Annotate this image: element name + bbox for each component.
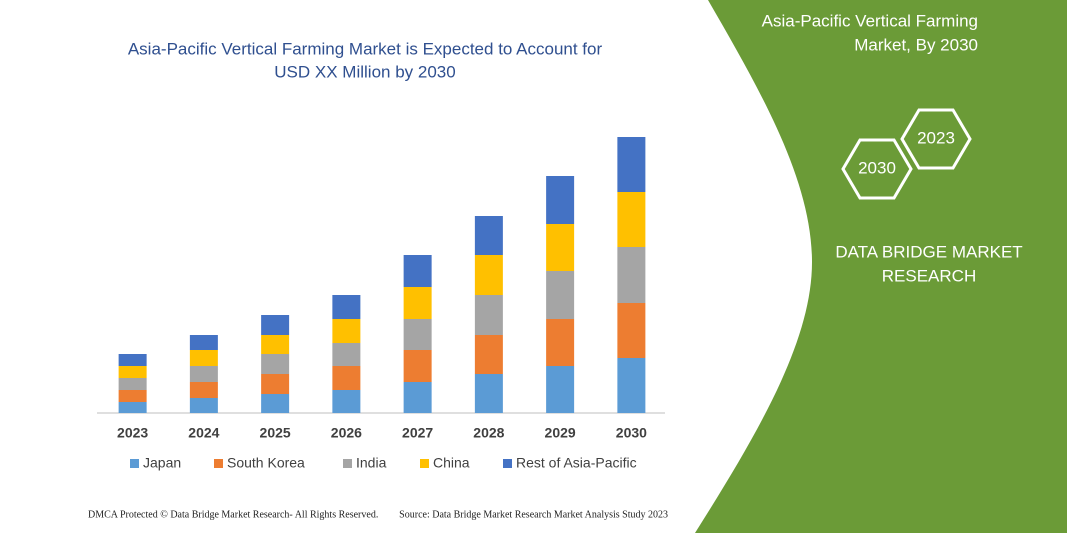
bar-segment	[261, 335, 290, 354]
bar-segment	[403, 287, 432, 319]
bar-segment	[403, 350, 432, 382]
bar-segment	[474, 374, 503, 413]
chart-title: Asia-Pacific Vertical Farming Market is …	[128, 39, 603, 58]
x-tick-label: 2029	[545, 425, 576, 441]
hex-label: 2030	[858, 158, 896, 177]
x-tick-label: 2026	[331, 425, 362, 441]
bar-segment	[118, 366, 147, 378]
bar-segment	[261, 315, 290, 335]
hexagon	[841, 138, 913, 200]
bar-segment	[332, 366, 361, 390]
bar-segment	[261, 354, 290, 374]
hex-label: 2023	[917, 128, 955, 147]
x-tick-label: 2030	[616, 425, 647, 441]
x-tick-label: 2024	[188, 425, 219, 441]
bar-segment	[261, 394, 290, 413]
bar-segment	[617, 247, 646, 303]
bar-segment	[474, 255, 503, 295]
bar-segment	[189, 398, 218, 413]
legend-label: Japan	[143, 455, 181, 471]
bar-segment	[403, 382, 432, 413]
bar-segment	[617, 303, 646, 358]
bar-segment	[118, 390, 147, 402]
bar-segment	[189, 335, 218, 350]
bar-segment	[474, 216, 503, 255]
bar-segment	[261, 374, 290, 394]
legend-swatch	[343, 459, 352, 468]
legend-label: India	[356, 455, 387, 471]
bar-segment	[546, 176, 575, 224]
bar-segment	[189, 382, 218, 398]
bar-segment	[118, 378, 147, 390]
legend-swatch	[503, 459, 512, 468]
bar-segment	[332, 295, 361, 319]
panel-heading: Market, By 2030	[854, 35, 978, 54]
bar-segment	[546, 366, 575, 413]
x-tick-label: 2025	[260, 425, 291, 441]
bar-segment	[332, 390, 361, 413]
bar-segment	[617, 192, 646, 247]
bar-segment	[189, 350, 218, 366]
bar-segment	[332, 319, 361, 343]
bar-segment	[546, 224, 575, 271]
legend-swatch	[420, 459, 429, 468]
x-tick-label: 2023	[117, 425, 148, 441]
panel-heading: Asia-Pacific Vertical Farming	[762, 11, 978, 30]
brand: DATA BRIDGE MARKET	[835, 242, 1022, 261]
bar-segment	[474, 335, 503, 374]
bar-segment	[403, 255, 432, 287]
x-tick-label: 2027	[402, 425, 433, 441]
x-tick-label: 2028	[473, 425, 504, 441]
chart-title: USD XX Million by 2030	[274, 62, 455, 81]
bar-segment	[189, 366, 218, 382]
green-panel	[695, 0, 1067, 533]
legend-label: South Korea	[227, 455, 305, 471]
legend-label: China	[433, 455, 470, 471]
bar-segment	[546, 271, 575, 319]
footer-left: DMCA Protected © Data Bridge Market Rese…	[88, 509, 378, 520]
brand: RESEARCH	[882, 266, 976, 285]
bar-segment	[617, 137, 646, 192]
legend-swatch	[214, 459, 223, 468]
hexagon	[900, 108, 972, 170]
legend-label: Rest of Asia-Pacific	[516, 455, 637, 471]
footer-right: Source: Data Bridge Market Research Mark…	[399, 509, 668, 520]
bar-segment	[403, 319, 432, 350]
bar-segment	[118, 354, 147, 366]
bar-segment	[118, 402, 147, 413]
bar-segment	[474, 295, 503, 335]
bar-segment	[332, 343, 361, 366]
legend-swatch	[130, 459, 139, 468]
bar-segment	[546, 319, 575, 366]
bar-segment	[617, 358, 646, 413]
